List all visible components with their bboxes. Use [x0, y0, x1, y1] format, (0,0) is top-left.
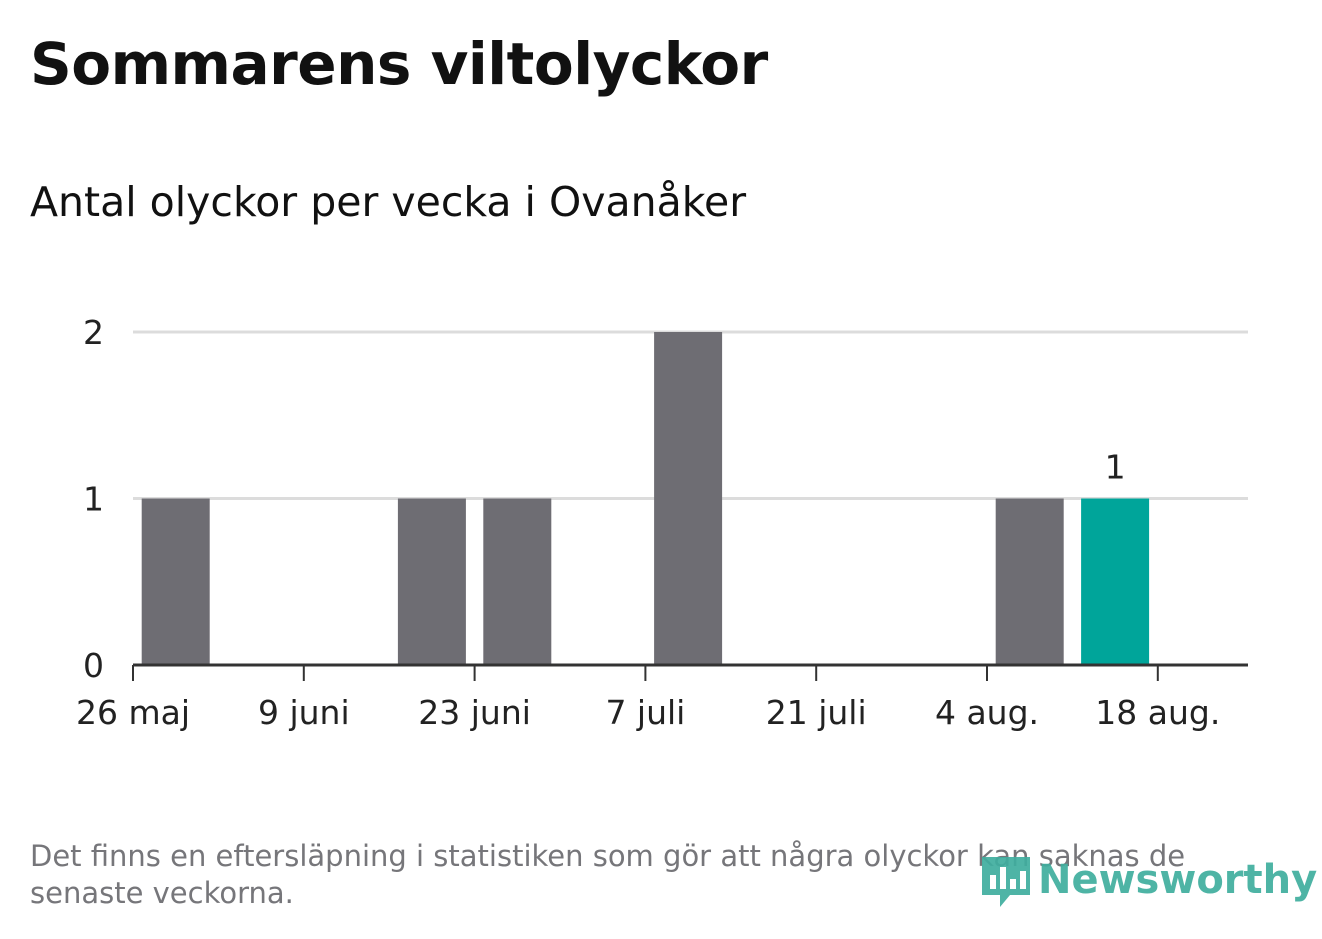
bar: [141, 498, 210, 665]
chart-subtitle: Antal olyckor per vecka i Ovanåker: [30, 178, 747, 226]
chart-title: Sommarens viltolyckor: [30, 30, 768, 98]
x-tick-label: 26 maj: [76, 693, 190, 732]
brand-name: Newsworthy: [1038, 857, 1318, 903]
brand-logo: Newsworthy: [980, 848, 1317, 912]
newsworthy-logo-icon: [982, 857, 1030, 907]
y-tick-label: 0: [83, 646, 104, 685]
x-tick-label: 9 juni: [258, 693, 350, 732]
y-tick-label: 1: [83, 480, 104, 519]
bar: [483, 498, 552, 665]
x-tick-label: 7 juli: [605, 693, 685, 732]
x-tick-label: 18 aug.: [1095, 693, 1220, 732]
bar-highlighted: [1081, 498, 1150, 665]
bar: [654, 332, 723, 665]
data-label: 1: [1105, 448, 1126, 487]
y-tick-label: 2: [83, 313, 104, 352]
x-tick-label: 23 juni: [418, 693, 531, 732]
bar: [995, 498, 1064, 665]
x-tick-label: 4 aug.: [935, 693, 1039, 732]
x-tick-label: 21 juli: [766, 693, 867, 732]
bar: [397, 498, 466, 665]
